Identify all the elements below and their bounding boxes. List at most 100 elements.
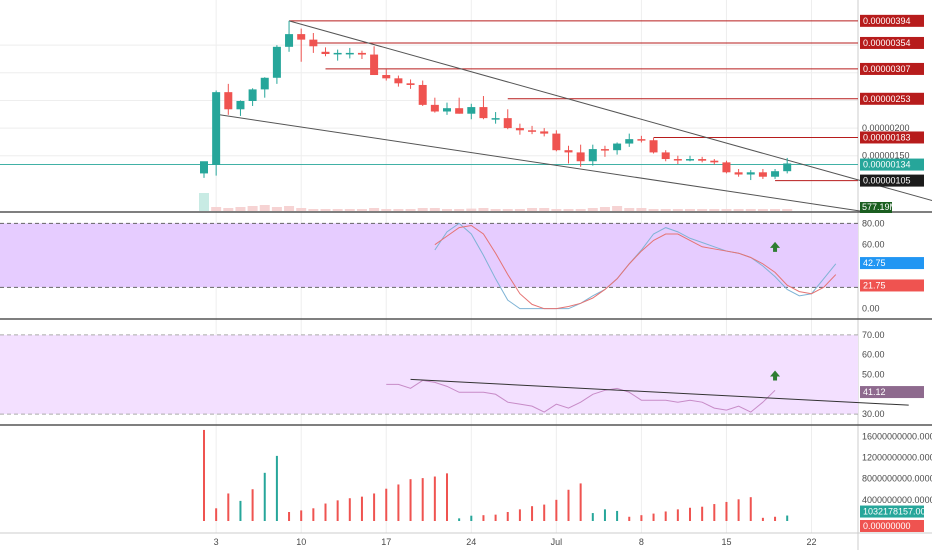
- volume-bar[interactable]: [494, 514, 497, 521]
- candle-body[interactable]: [467, 107, 476, 114]
- volume-bar[interactable]: [288, 512, 291, 521]
- volume-bar[interactable]: [761, 517, 764, 521]
- candle-body[interactable]: [272, 46, 281, 78]
- candle-body[interactable]: [370, 54, 379, 76]
- volume-bar[interactable]: [446, 473, 448, 521]
- candle-body[interactable]: [503, 118, 512, 129]
- candle-body[interactable]: [734, 172, 743, 175]
- volume-bar[interactable]: [664, 511, 667, 521]
- candle-body[interactable]: [455, 108, 464, 114]
- volume-bar[interactable]: [640, 515, 643, 521]
- volume-bar[interactable]: [749, 497, 752, 521]
- volume-bar[interactable]: [458, 518, 461, 521]
- candle-body[interactable]: [443, 108, 451, 112]
- volume-bar[interactable]: [385, 488, 388, 521]
- volume-bar[interactable]: [725, 501, 728, 521]
- volume-bar[interactable]: [713, 504, 716, 521]
- volume-bar[interactable]: [737, 499, 740, 521]
- candle-body[interactable]: [649, 140, 658, 153]
- candle-body[interactable]: [260, 77, 269, 90]
- rsi-trendline[interactable]: [410, 378, 909, 406]
- candle-body[interactable]: [710, 160, 719, 163]
- price-trendline[interactable]: [288, 20, 932, 211]
- candle-body[interactable]: [613, 143, 622, 151]
- candle-body[interactable]: [758, 172, 767, 177]
- volume-bar[interactable]: [543, 504, 546, 521]
- volume-bar[interactable]: [275, 455, 278, 521]
- volume-bar[interactable]: [506, 512, 509, 521]
- candle-body[interactable]: [382, 75, 391, 79]
- volume-bar[interactable]: [263, 472, 266, 521]
- volume-bar[interactable]: [567, 489, 570, 521]
- volume-bar[interactable]: [409, 479, 412, 521]
- candle-body[interactable]: [333, 52, 342, 55]
- candle-body[interactable]: [698, 159, 707, 161]
- candle-body[interactable]: [540, 131, 549, 134]
- candle-body[interactable]: [394, 78, 403, 84]
- volume-bar[interactable]: [360, 496, 363, 521]
- volume-bar[interactable]: [324, 503, 327, 521]
- candle-body[interactable]: [515, 128, 524, 131]
- candle-body[interactable]: [357, 52, 366, 55]
- volume-bar[interactable]: [786, 515, 789, 521]
- candle-body[interactable]: [771, 171, 780, 177]
- volume-bar[interactable]: [336, 500, 339, 521]
- volume-bar[interactable]: [555, 499, 558, 521]
- volume-bar[interactable]: [689, 507, 691, 521]
- candle-body[interactable]: [576, 152, 585, 162]
- volume-bar[interactable]: [373, 493, 376, 521]
- candle-body[interactable]: [418, 84, 427, 105]
- candle-body[interactable]: [600, 149, 609, 151]
- candle-body[interactable]: [248, 89, 257, 101]
- candle-body[interactable]: [200, 161, 208, 174]
- candle-body[interactable]: [309, 39, 318, 47]
- volume-bar[interactable]: [215, 508, 218, 521]
- candle-body[interactable]: [637, 139, 646, 141]
- rsi-panel[interactable]: [0, 334, 909, 415]
- candle-body[interactable]: [406, 83, 415, 85]
- price-trendline[interactable]: [216, 113, 861, 212]
- volume-bar[interactable]: [239, 500, 242, 521]
- volume-bar[interactable]: [348, 498, 351, 521]
- volume-bar[interactable]: [300, 510, 303, 521]
- volume-bar[interactable]: [251, 489, 254, 521]
- volume-bar[interactable]: [591, 513, 594, 521]
- candle-body[interactable]: [661, 152, 670, 160]
- candle-body[interactable]: [746, 172, 755, 175]
- volume-bar[interactable]: [628, 516, 631, 521]
- candle-body[interactable]: [783, 163, 792, 172]
- candle-body[interactable]: [345, 52, 354, 55]
- volume-bar[interactable]: [652, 513, 655, 521]
- candle-body[interactable]: [564, 150, 573, 153]
- volume-bar[interactable]: [227, 493, 230, 521]
- volume-bar[interactable]: [603, 509, 606, 521]
- candle-body[interactable]: [321, 51, 330, 55]
- candle-body[interactable]: [722, 162, 731, 173]
- price-panel[interactable]: [0, 20, 932, 212]
- volume-bar[interactable]: [774, 516, 777, 521]
- volume-bar[interactable]: [518, 509, 521, 521]
- volume-bar[interactable]: [312, 508, 315, 521]
- candle-body[interactable]: [285, 34, 294, 47]
- candle-body[interactable]: [491, 118, 500, 120]
- candle-body[interactable]: [673, 159, 682, 161]
- candle-body[interactable]: [686, 159, 694, 161]
- volume-bar[interactable]: [531, 506, 534, 521]
- candle-body[interactable]: [625, 139, 634, 144]
- volume-bar[interactable]: [203, 429, 205, 521]
- candle-body[interactable]: [224, 92, 233, 110]
- candle-body[interactable]: [552, 133, 561, 151]
- candle-body[interactable]: [479, 107, 488, 119]
- candle-body[interactable]: [430, 104, 439, 112]
- price-scale[interactable]: 0.00000200 0.00000150 0.00000394 0.00000354…: [860, 14, 932, 532]
- volume-bar[interactable]: [470, 515, 473, 521]
- candle-body[interactable]: [528, 130, 537, 132]
- volume-bar[interactable]: [397, 484, 400, 521]
- candle-body[interactable]: [212, 92, 221, 165]
- candle-body[interactable]: [588, 149, 597, 162]
- volume-bar[interactable]: [701, 506, 704, 521]
- candle-body[interactable]: [236, 100, 245, 110]
- candle-body[interactable]: [297, 34, 306, 40]
- volume-bar[interactable]: [616, 510, 619, 521]
